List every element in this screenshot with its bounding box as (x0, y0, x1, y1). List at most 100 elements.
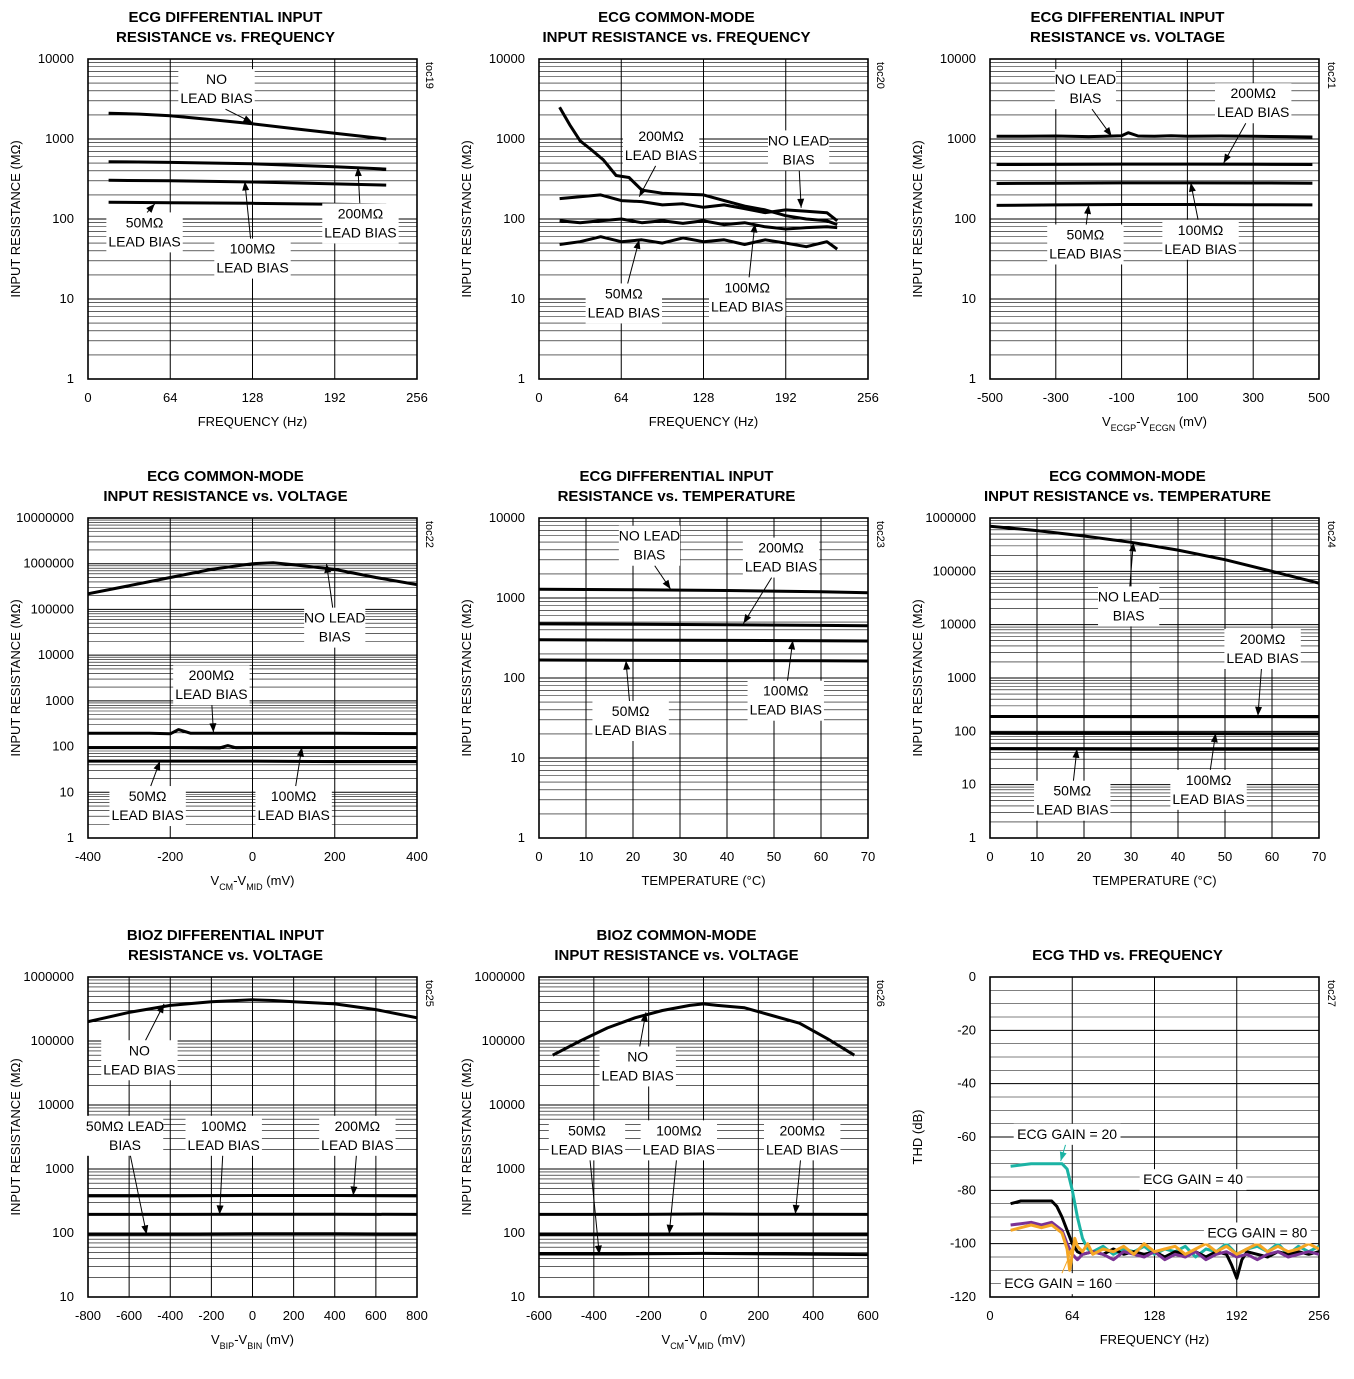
y-tick-label: 1 (518, 830, 525, 845)
annotation-label: BIAS (783, 151, 815, 167)
x-tick-label: 800 (406, 1308, 428, 1323)
x-tick-label: 128 (1144, 1308, 1166, 1323)
annotation-arrow-head (209, 723, 217, 733)
annotation-label: LEAD BIAS (1226, 650, 1298, 666)
annotation-label: ECG GAIN = 40 (1143, 1171, 1243, 1187)
y-tick-label: -80 (957, 1182, 976, 1197)
x-tick-label: 60 (1265, 849, 1279, 864)
chart-title-line: ECG DIFFERENTIAL INPUT (1030, 9, 1225, 26)
x-tick-label: 100 (1177, 390, 1199, 405)
y-axis-label: INPUT RESISTANCE (MΩ) (8, 1058, 23, 1215)
figure-tag: toc27 (1325, 980, 1337, 1007)
annotation-label: LEAD BIAS (711, 298, 783, 314)
annotation-arrow-head (623, 660, 631, 670)
annotation-label: NO (129, 1042, 150, 1058)
x-tick-label: 70 (861, 849, 875, 864)
x-tick-label: 0 (986, 849, 993, 864)
y-axis-label: INPUT RESISTANCE (MΩ) (459, 599, 474, 756)
annotation-box (101, 1040, 178, 1081)
annotation: 50MΩ LEAD BIAS (592, 660, 669, 742)
y-tick-label: 100000 (482, 1033, 525, 1048)
figure-tag: toc25 (423, 980, 435, 1007)
annotation-label: 200MΩ (758, 540, 804, 556)
series-line-0 (996, 131, 1313, 139)
x-axis-label-part: BIP (220, 1341, 235, 1351)
y-tick-label: -120 (950, 1289, 976, 1304)
x-axis-label: VECGP-VECGN (mV) (1102, 414, 1207, 433)
annotation-label: LEAD BIAS (1049, 246, 1121, 262)
annotation-label: 100MΩ (1186, 772, 1232, 788)
figure-tag: toc21 (1325, 62, 1337, 89)
annotation: 200MΩ LEAD BIAS (1215, 83, 1292, 164)
annotation-box (768, 130, 830, 171)
x-tick-label: 30 (1124, 849, 1138, 864)
figure-tag: toc19 (423, 62, 435, 89)
x-tick-label: -200 (157, 849, 183, 864)
x-tick-label: -300 (1043, 390, 1069, 405)
chart-title: ECG DIFFERENTIAL INPUT RESISTANCE vs. FRE… (0, 8, 451, 48)
chart-toc25: BIOZ DIFFERENTIAL INPUT RESISTANCE vs. VO… (0, 918, 451, 1377)
chart-title-line: INPUT RESISTANCE vs. TEMPERATURE (984, 488, 1271, 505)
annotation-label: 100MΩ (763, 683, 809, 699)
x-axis-label-part: MID (697, 1341, 714, 1351)
annotation: 100MΩ LEAD BIAS (640, 1120, 718, 1234)
annotation-arrow-head (666, 1224, 674, 1234)
chart-title: ECG COMMON-MODE INPUT RESISTANCE vs. TEMP… (902, 467, 1353, 507)
chart-title-line: ECG COMMON-MODE (598, 9, 755, 26)
annotation-label: LEAD BIAS (321, 1137, 393, 1153)
series-line-2 (990, 731, 1319, 736)
annotation-box (109, 786, 186, 827)
x-tick-label: 70 (1312, 849, 1326, 864)
annotation-box (214, 238, 291, 279)
x-tick-label: 0 (84, 390, 91, 405)
annotation-box (1098, 586, 1160, 627)
annotation-arrow-head (141, 1224, 149, 1235)
x-axis-label-part: -V (684, 1332, 697, 1347)
annotation: 100MΩ LEAD BIAS (1162, 182, 1239, 260)
x-tick-label: 20 (626, 849, 640, 864)
x-tick-label: 30 (673, 849, 687, 864)
x-axis-label-part: MID (246, 882, 263, 892)
x-tick-label: 10 (1030, 849, 1044, 864)
annotation-arrow-head (242, 115, 253, 123)
annotation: 50MΩ LEAD BIAS (106, 203, 183, 253)
y-tick-label: 10000 (38, 647, 74, 662)
series-line-3 (88, 759, 417, 764)
annotation-arrow-head (296, 747, 304, 757)
annotation: 50MΩ LEAD BIAS (585, 239, 663, 324)
annotation-label: LEAD BIAS (588, 304, 660, 320)
series-line-0 (539, 587, 868, 595)
annotation-box (255, 786, 332, 827)
y-tick-label: 10 (962, 291, 976, 306)
annotation: NO LEAD BIAS (768, 130, 830, 208)
x-axis-label-part: (mV) (1175, 414, 1207, 429)
y-tick-label: 100000 (933, 563, 976, 578)
annotation: NO LEAD BIAS (599, 1012, 676, 1087)
x-tick-label: 200 (283, 1308, 305, 1323)
plot-frame (538, 976, 869, 1298)
y-tick-label: 1 (969, 371, 976, 386)
annotation-box (1047, 224, 1124, 265)
annotation-label: LEAD BIAS (180, 90, 252, 106)
x-tick-label: 64 (1065, 1308, 1079, 1323)
chart-title: BIOZ DIFFERENTIAL INPUT RESISTANCE vs. VO… (0, 926, 451, 966)
annotation: NO LEAD BIAS (101, 1003, 178, 1081)
plot-svg: 1 10 100 1000 10000 0 64 128 192 256 FREQUENCY (Hz… (459, 51, 886, 429)
x-tick-label: 128 (693, 390, 715, 405)
y-tick-label: 1 (67, 830, 74, 845)
x-tick-label: 0 (986, 1308, 993, 1323)
annotation-box (747, 680, 824, 721)
annotation: 200MΩ LEAD BIAS (319, 1115, 396, 1196)
annotation: 200MΩ LEAD BIAS (1224, 628, 1301, 716)
annotation-box (622, 125, 700, 166)
x-tick-label: 600 (365, 1308, 387, 1323)
x-tick-label: 192 (775, 390, 797, 405)
annotation-label: LEAD BIAS (324, 224, 396, 240)
annotation: 100MΩ LEAD BIAS (1170, 733, 1247, 810)
plot-svg: 1 10 100 1000 10000 100000 1000000 0 10 20 30 40 50 6… (910, 510, 1337, 888)
x-tick-label: 400 (324, 1308, 346, 1323)
chart-toc21: ECG DIFFERENTIAL INPUT RESISTANCE vs. VOL… (902, 0, 1353, 459)
annotation-label: NO LEAD (1055, 71, 1116, 87)
series-line-1 (539, 622, 868, 628)
x-tick-label: 600 (857, 1308, 879, 1323)
